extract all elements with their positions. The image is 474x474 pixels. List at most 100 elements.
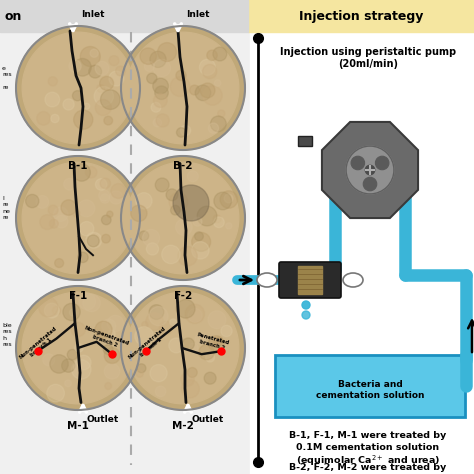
Circle shape	[95, 321, 112, 338]
Circle shape	[107, 211, 113, 218]
Circle shape	[181, 125, 191, 136]
Text: Inlet: Inlet	[81, 9, 105, 18]
Circle shape	[26, 194, 39, 208]
Bar	[250, 0, 474, 474]
Circle shape	[22, 292, 134, 404]
Ellipse shape	[257, 273, 277, 287]
Circle shape	[137, 364, 146, 373]
Circle shape	[159, 321, 173, 335]
Circle shape	[170, 319, 177, 326]
Circle shape	[108, 330, 115, 337]
Circle shape	[365, 165, 374, 175]
Circle shape	[166, 189, 178, 201]
Circle shape	[109, 55, 119, 66]
Text: Outlet: Outlet	[191, 416, 224, 425]
Text: on: on	[5, 9, 22, 22]
Circle shape	[136, 370, 143, 377]
Circle shape	[142, 321, 148, 328]
Circle shape	[109, 191, 123, 204]
Circle shape	[16, 156, 140, 280]
Circle shape	[195, 334, 206, 344]
Circle shape	[175, 219, 192, 236]
Circle shape	[156, 114, 169, 127]
Ellipse shape	[343, 273, 363, 287]
Circle shape	[213, 215, 221, 223]
Circle shape	[86, 232, 102, 248]
Circle shape	[169, 192, 188, 211]
Bar	[275, 355, 465, 417]
Circle shape	[207, 50, 217, 61]
Text: Penetrated
branch 2: Penetrated branch 2	[195, 332, 230, 351]
Text: Injection using peristaltic pump: Injection using peristaltic pump	[280, 47, 456, 57]
Circle shape	[64, 380, 72, 387]
Circle shape	[202, 64, 217, 79]
Circle shape	[208, 123, 219, 133]
Text: ble
res
h
res: ble res h res	[2, 323, 12, 347]
Circle shape	[155, 386, 166, 397]
Circle shape	[190, 85, 200, 95]
Circle shape	[52, 306, 61, 315]
Circle shape	[40, 215, 55, 229]
Circle shape	[78, 200, 95, 217]
Circle shape	[73, 164, 91, 181]
Circle shape	[73, 91, 82, 101]
Circle shape	[147, 73, 157, 83]
Circle shape	[84, 103, 90, 109]
Circle shape	[121, 156, 245, 280]
Circle shape	[375, 156, 389, 170]
Circle shape	[107, 315, 124, 332]
Circle shape	[22, 162, 134, 274]
Circle shape	[220, 191, 237, 208]
Circle shape	[38, 298, 58, 317]
Circle shape	[176, 300, 195, 318]
Circle shape	[176, 128, 186, 137]
Circle shape	[187, 171, 198, 182]
Circle shape	[87, 235, 99, 247]
Circle shape	[61, 200, 76, 215]
Circle shape	[63, 303, 80, 320]
Circle shape	[105, 383, 111, 389]
Circle shape	[102, 319, 116, 333]
Circle shape	[155, 86, 168, 100]
Circle shape	[100, 90, 120, 109]
Circle shape	[146, 313, 163, 330]
Circle shape	[187, 367, 197, 377]
Circle shape	[346, 146, 394, 194]
Circle shape	[89, 65, 101, 78]
Circle shape	[200, 83, 215, 98]
Circle shape	[150, 51, 166, 67]
Text: Injection strategy: Injection strategy	[299, 9, 423, 22]
Circle shape	[191, 242, 209, 259]
Circle shape	[171, 205, 180, 215]
Circle shape	[111, 183, 126, 199]
Circle shape	[72, 360, 91, 379]
Bar	[0, 0, 250, 474]
Text: F-2: F-2	[174, 291, 192, 301]
Circle shape	[48, 205, 58, 215]
Circle shape	[210, 116, 226, 132]
Text: l
re
ne
re: l re ne re	[2, 196, 10, 220]
Circle shape	[214, 192, 231, 210]
Circle shape	[83, 294, 100, 312]
Circle shape	[153, 59, 171, 77]
Text: Inlet: Inlet	[186, 9, 210, 18]
Circle shape	[155, 178, 169, 192]
Circle shape	[73, 210, 80, 217]
Circle shape	[104, 364, 120, 379]
Circle shape	[162, 245, 180, 264]
Text: B-1: B-1	[68, 161, 88, 171]
Circle shape	[64, 178, 75, 190]
Text: M-1: M-1	[67, 421, 89, 431]
Circle shape	[95, 62, 109, 75]
Circle shape	[100, 76, 114, 90]
Circle shape	[214, 337, 223, 346]
Circle shape	[127, 292, 239, 404]
Circle shape	[146, 243, 159, 255]
Circle shape	[69, 60, 81, 72]
Circle shape	[79, 293, 96, 310]
Circle shape	[214, 80, 221, 86]
Circle shape	[45, 303, 59, 318]
Circle shape	[86, 166, 97, 178]
Circle shape	[136, 192, 152, 209]
Circle shape	[78, 252, 88, 263]
